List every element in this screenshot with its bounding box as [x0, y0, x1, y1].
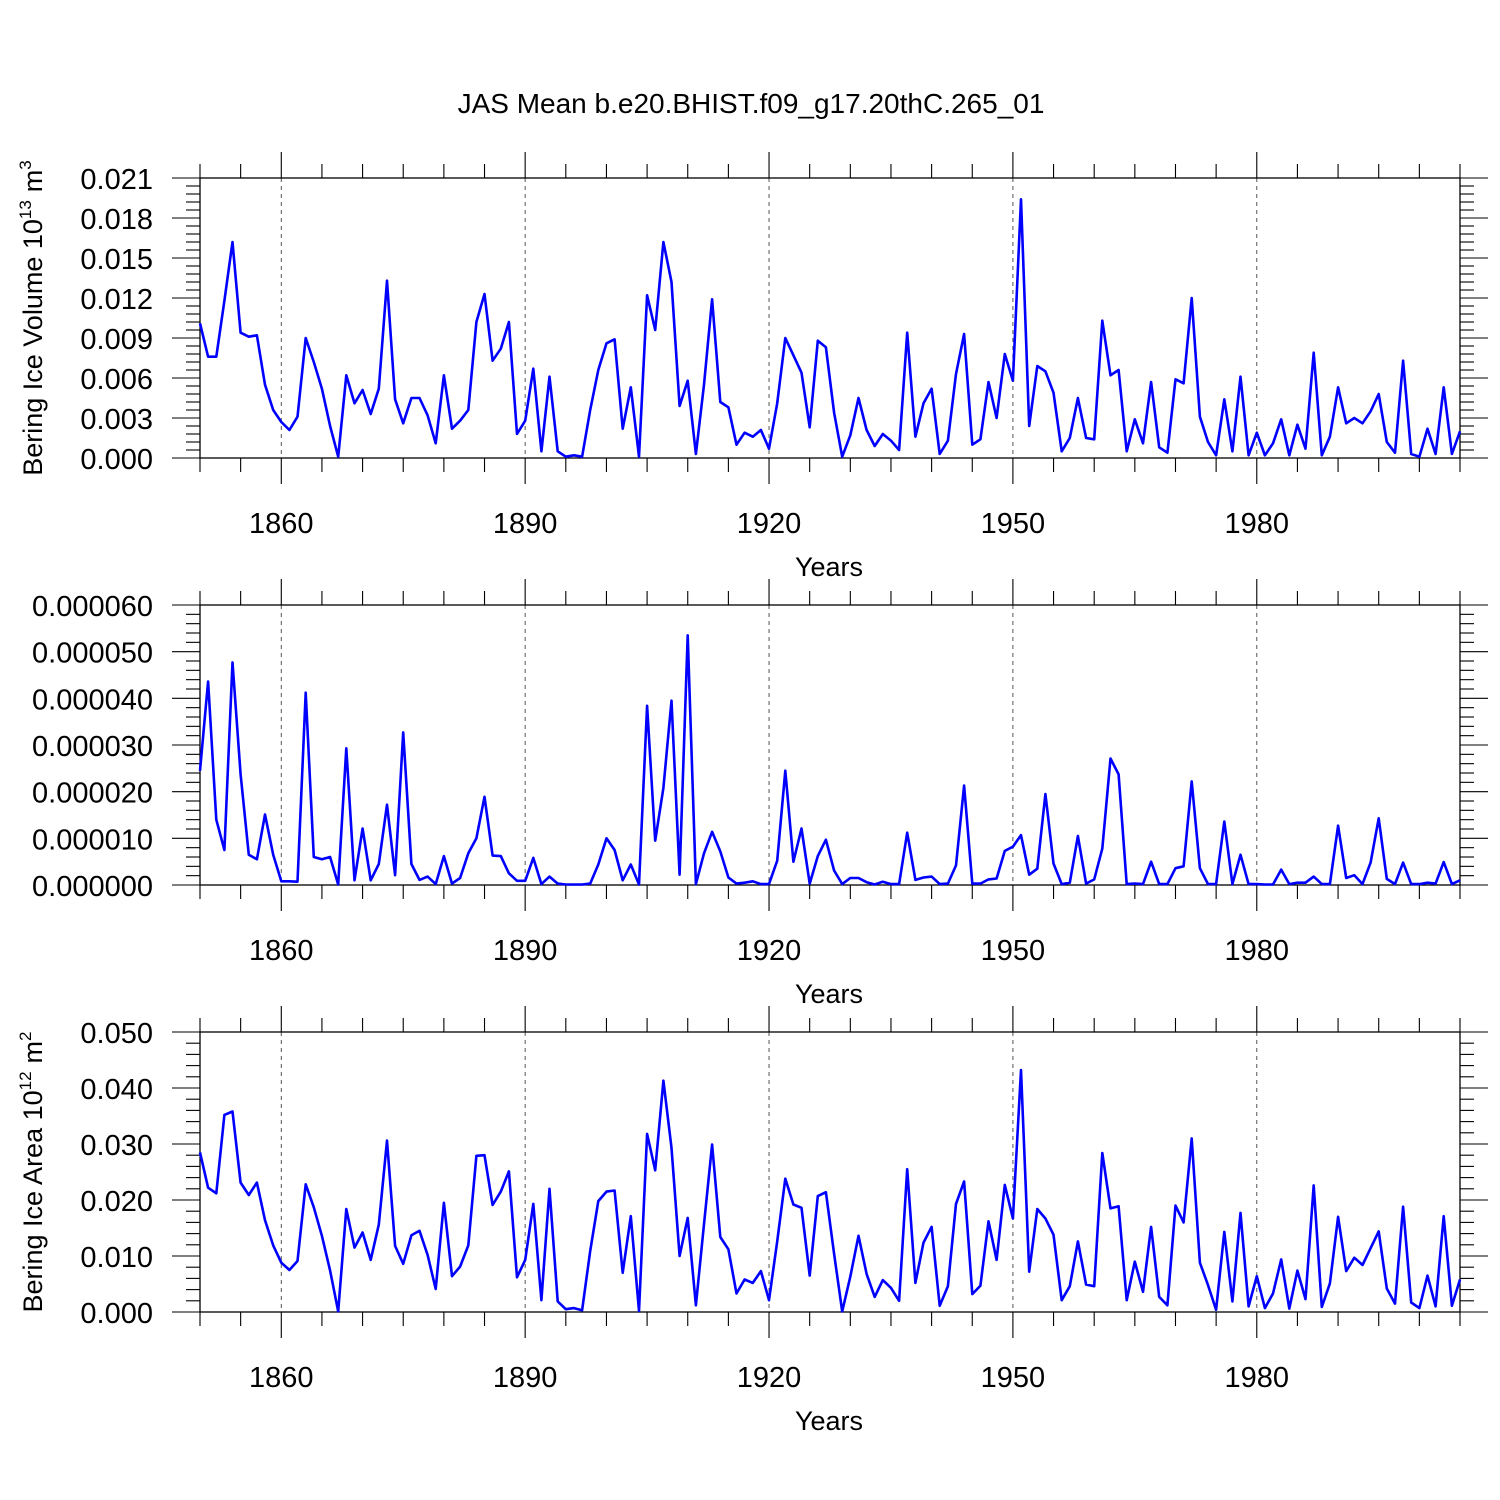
- y-tick-label: 0.003: [80, 404, 153, 436]
- y-tick-label: 0.012: [80, 284, 153, 316]
- y-tick-label: 0.009: [80, 324, 153, 356]
- x-tick-label: 1920: [737, 935, 802, 967]
- y-axis-title-unit: m: [18, 170, 48, 193]
- y-tick-label: 0.000040: [32, 684, 153, 716]
- y-tick-label: 0.006: [80, 364, 153, 396]
- y-tick-label: 0.018: [80, 204, 153, 236]
- y-tick-label: 0.050: [80, 1018, 153, 1050]
- series-line: [198, 633, 1461, 886]
- y-tick-label: 0.040: [80, 1074, 153, 1106]
- y-axis-title: Bering Ice Area 1012 m2: [16, 1031, 48, 1312]
- x-tick-label: 1890: [493, 508, 558, 540]
- x-axis-title: Years: [795, 979, 863, 1009]
- plot-frame: [199, 177, 1461, 459]
- plot-frame: [199, 604, 1461, 886]
- y-axis-title-exponent: 13: [16, 200, 35, 219]
- y-axis-title-exponent: 12: [16, 1071, 35, 1090]
- x-tick-label: 1860: [249, 1362, 314, 1394]
- x-tick-label: 1920: [737, 508, 802, 540]
- x-axis-title: Years: [795, 552, 863, 582]
- y-tick-label: 0.000010: [32, 824, 153, 856]
- y-axis-title-text: Bering Ice Volume 10: [18, 219, 48, 476]
- x-tick-label: 1950: [981, 935, 1046, 967]
- y-tick-label: 0.010: [80, 1242, 153, 1274]
- x-tick-label: 1860: [249, 508, 314, 540]
- y-tick-label: 0.000020: [32, 778, 153, 810]
- x-axis-title: Years: [795, 1406, 863, 1436]
- figure-title: JAS Mean b.e20.BHIST.f09_g17.20thC.265_0…: [458, 88, 1045, 119]
- panel-2: 0.000000 0.000010 0.000020 0.000030 0.000040…: [32, 579, 1488, 1009]
- plot-frame: [199, 1031, 1461, 1313]
- y-tick-label: 0.000: [80, 1298, 153, 1330]
- y-axis-title-unit-exponent: 3: [16, 160, 35, 169]
- panel-1: 0.000 0.003 0.006 0.009 0.012 0.015 0.018 0.021…: [16, 152, 1488, 582]
- y-tick-label: 0.020: [80, 1186, 153, 1218]
- y-axis-title-unit-exponent: 2: [16, 1031, 35, 1040]
- y-tick-label: 0.000: [80, 444, 153, 476]
- y-tick-label: 0.021: [80, 164, 153, 196]
- x-tick-label: 1980: [1225, 1362, 1290, 1394]
- y-tick-label: 0.000050: [32, 638, 153, 670]
- y-axis-title: Bering Ice Volume 1013 m3: [16, 160, 48, 476]
- x-tick-label: 1860: [249, 935, 314, 967]
- x-tick-label: 1890: [493, 1362, 558, 1394]
- panel-3: 0.000 0.010 0.020 0.030 0.040 0.050 1860 1890 19…: [16, 1006, 1488, 1436]
- y-tick-label: 0.030: [80, 1130, 153, 1162]
- y-axis-title-unit: m: [18, 1041, 48, 1064]
- x-tick-label: 1950: [981, 508, 1046, 540]
- y-tick-label: 0.000060: [32, 591, 153, 623]
- series-line: [198, 1068, 1462, 1313]
- y-tick-label: 0.000000: [32, 871, 153, 903]
- x-tick-label: 1980: [1225, 935, 1290, 967]
- y-axis-title-text: Bering Ice Area 10: [18, 1090, 48, 1312]
- x-tick-label: 1980: [1225, 508, 1290, 540]
- x-tick-label: 1950: [981, 1362, 1046, 1394]
- series-line: [198, 198, 1462, 459]
- x-tick-label: 1890: [493, 935, 558, 967]
- x-tick-label: 1920: [737, 1362, 802, 1394]
- y-tick-label: 0.000030: [32, 731, 153, 763]
- y-tick-label: 0.015: [80, 244, 153, 276]
